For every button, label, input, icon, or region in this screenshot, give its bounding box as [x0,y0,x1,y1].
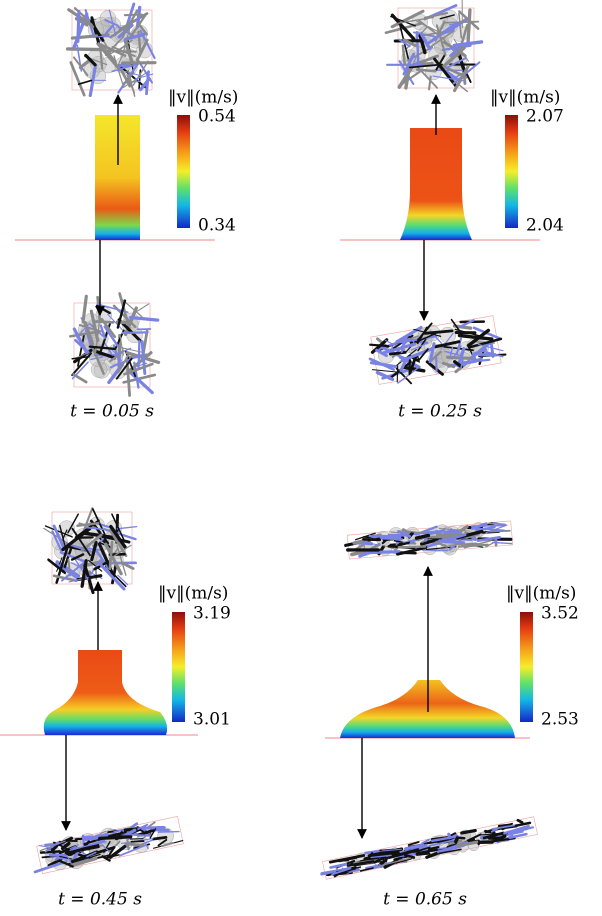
fluid-column [44,650,167,735]
colorbar-label: ‖v‖(m/s) [506,584,576,604]
figure: ‖v‖(m/s)0.540.34t = 0.05 s‖v‖(m/s)2.072.… [0,0,602,916]
colorbar-max: 3.52 [541,604,579,624]
fiber [78,11,79,41]
fiber [478,842,479,844]
fiber [139,341,140,368]
fiber [468,10,470,43]
time-label: t = 0.05 s [70,402,154,422]
fiber [417,70,435,72]
fiber-cluster [44,508,137,592]
fiber-cluster [319,815,538,883]
colorbar-min: 3.01 [193,710,231,730]
fiber [454,42,481,46]
time-label: t = 0.45 s [58,890,142,910]
fiber [79,80,92,84]
colorbar-label: ‖v‖(m/s) [158,584,228,604]
colorbar-max: 0.54 [198,107,236,127]
fiber [331,864,346,867]
fiber [417,32,419,65]
colorbar [177,115,190,228]
colorbar-label: ‖v‖(m/s) [490,88,560,108]
fiber [68,49,102,50]
colorbar-label: ‖v‖(m/s) [168,88,238,108]
colorbar-min: 2.53 [541,710,579,730]
fiber [518,819,522,823]
colorbar [520,612,533,722]
colorbar [505,115,518,228]
fiber [417,852,427,855]
fluid-column [400,128,472,240]
fiber-cluster [29,813,184,877]
fiber [123,332,148,333]
time-label: t = 0.25 s [398,402,482,422]
time-label: t = 0.65 s [383,890,467,910]
fiber [449,834,450,837]
colorbar-min: 2.04 [526,216,564,236]
fiber-cluster [366,311,508,389]
colorbar-max: 2.07 [526,107,564,127]
fiber [455,838,458,842]
colorbar [172,612,185,722]
colorbar-max: 3.19 [193,604,231,624]
fiber-cluster [70,294,158,396]
fiber-cluster [344,517,513,564]
fiber-cluster [386,0,482,91]
colorbar-min: 0.34 [198,216,236,236]
fiber [125,14,142,15]
fiber-cluster [68,4,155,96]
